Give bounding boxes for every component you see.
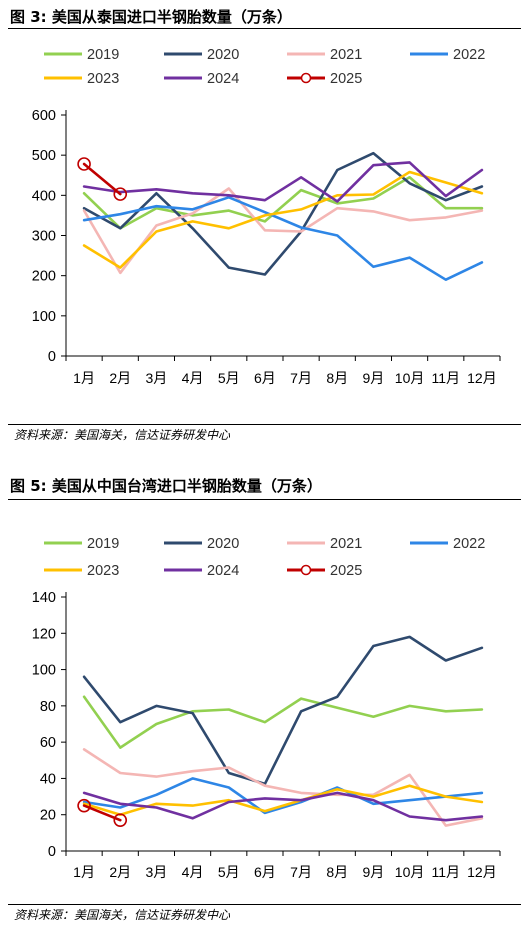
source-rule-2 — [8, 904, 521, 905]
y-tick-label: 400 — [32, 188, 56, 204]
legend-item-2024: 2024 — [164, 563, 239, 579]
x-tick-label: 9月 — [363, 370, 385, 386]
x-tick-label: 4月 — [182, 864, 204, 880]
legend-label: 2023 — [87, 563, 119, 579]
legend-item-2025: 2025 — [287, 563, 362, 579]
legend-item-2020: 2020 — [164, 536, 239, 552]
data-point-2025 — [77, 157, 91, 171]
series-line-2020 — [82, 151, 484, 276]
x-tick-label: 3月 — [146, 370, 168, 386]
x-tick-label: 5月 — [218, 864, 240, 880]
legend-item-2024: 2024 — [164, 71, 239, 87]
y-tick-label: 100 — [32, 663, 56, 679]
series-line-2019 — [82, 176, 484, 230]
x-tick-label: 3月 — [146, 864, 168, 880]
legend-label: 2024 — [207, 563, 239, 579]
chart-taiwan-imports: 2019 2020 2021 2022 2023 2024 2025 0 20 40 60 80 100… — [32, 536, 501, 880]
x-tick-label: 8月 — [326, 864, 348, 880]
legend-item-2019: 2019 — [44, 47, 119, 63]
y-tick-label: 60 — [40, 735, 56, 751]
y-tick-label: 0 — [48, 349, 56, 365]
y-tick-label: 600 — [32, 108, 56, 124]
data-point-2025 — [113, 187, 128, 201]
series-line-2020 — [82, 635, 484, 786]
source-note-1: 资料来源：美国海关，信达证券研发中心 — [14, 428, 231, 442]
legend-item-2021: 2021 — [287, 536, 362, 552]
x-tick-label: 6月 — [254, 864, 276, 880]
title-underline-2 — [8, 499, 521, 500]
legend-item-2019: 2019 — [44, 536, 119, 552]
x-tick-label: 11月 — [431, 370, 460, 386]
legend-item-2021: 2021 — [287, 47, 362, 63]
figure-title-1: 图 3: 美国从泰国进口半钢胎数量（万条） — [10, 8, 292, 26]
series-line-2022 — [82, 196, 484, 281]
x-tick-label: 7月 — [290, 370, 312, 386]
legend-marker — [300, 564, 312, 576]
y-tick-label: 140 — [32, 590, 56, 606]
legend-label: 2020 — [207, 47, 239, 63]
legend-label: 2023 — [87, 71, 119, 87]
y-tick-label: 20 — [40, 808, 56, 824]
y-tick-label: 100 — [32, 309, 56, 325]
x-tick-label: 11月 — [431, 864, 460, 880]
x-tick-label: 5月 — [218, 370, 240, 386]
x-tick-label: 7月 — [290, 864, 312, 880]
legend-item-2023: 2023 — [44, 563, 119, 579]
data-point-2025 — [113, 813, 128, 827]
legend-label: 2020 — [207, 536, 239, 552]
y-tick-label: 300 — [32, 229, 56, 245]
x-tick-label: 1月 — [73, 370, 95, 386]
x-tick-label: 2月 — [109, 864, 131, 880]
x-tick-label: 1月 — [73, 864, 95, 880]
x-tick-label: 2月 — [109, 370, 131, 386]
legend-item-2022: 2022 — [410, 536, 485, 552]
source-rule-1 — [8, 424, 521, 425]
data-point-2025 — [77, 798, 91, 813]
legend-item-2020: 2020 — [164, 47, 239, 63]
y-tick-label: 80 — [40, 699, 56, 715]
y-tick-label: 500 — [32, 148, 56, 164]
x-tick-label: 10月 — [395, 864, 425, 880]
series-line-2025 — [82, 162, 122, 196]
legend-label: 2022 — [453, 536, 485, 552]
series-line-2019 — [82, 695, 484, 749]
y-tick-label: 40 — [40, 771, 56, 787]
legend-item-2023: 2023 — [44, 71, 119, 87]
x-tick-label: 9月 — [363, 864, 385, 880]
legend-label: 2021 — [330, 47, 362, 63]
y-tick-label: 0 — [48, 844, 56, 860]
x-tick-label: 8月 — [326, 370, 348, 386]
series-line-2021 — [82, 748, 484, 827]
legend-item-2025: 2025 — [287, 71, 362, 87]
legend-marker — [300, 72, 312, 84]
x-tick-label: 6月 — [254, 370, 276, 386]
x-tick-label: 12月 — [467, 864, 497, 880]
series-line-2022 — [82, 777, 484, 815]
legend-label: 2019 — [87, 536, 119, 552]
y-tick-label: 200 — [32, 269, 56, 285]
x-tick-label: 12月 — [467, 370, 497, 386]
legend-label: 2021 — [330, 536, 362, 552]
source-note-2: 资料来源：美国海关，信达证券研发中心 — [14, 908, 231, 922]
legend-label: 2022 — [453, 47, 485, 63]
series-line-2024 — [82, 791, 484, 822]
title-underline-1 — [8, 28, 521, 29]
chart-thailand-imports: 2019 2020 2021 2022 2023 2024 2025 0 100 200 300 40… — [32, 47, 501, 386]
figure-title-2: 图 5: 美国从中国台湾进口半钢胎数量（万条） — [10, 477, 322, 495]
x-tick-label: 4月 — [182, 370, 204, 386]
series-line-2024 — [82, 161, 484, 203]
y-tick-label: 120 — [32, 626, 56, 642]
legend-label: 2019 — [87, 47, 119, 63]
legend-label: 2025 — [330, 71, 362, 87]
legend-item-2022: 2022 — [410, 47, 485, 63]
series-line-2023 — [82, 170, 484, 269]
legend-label: 2024 — [207, 71, 239, 87]
legend-label: 2025 — [330, 563, 362, 579]
x-tick-label: 10月 — [395, 370, 425, 386]
series-line-2021 — [82, 187, 484, 275]
